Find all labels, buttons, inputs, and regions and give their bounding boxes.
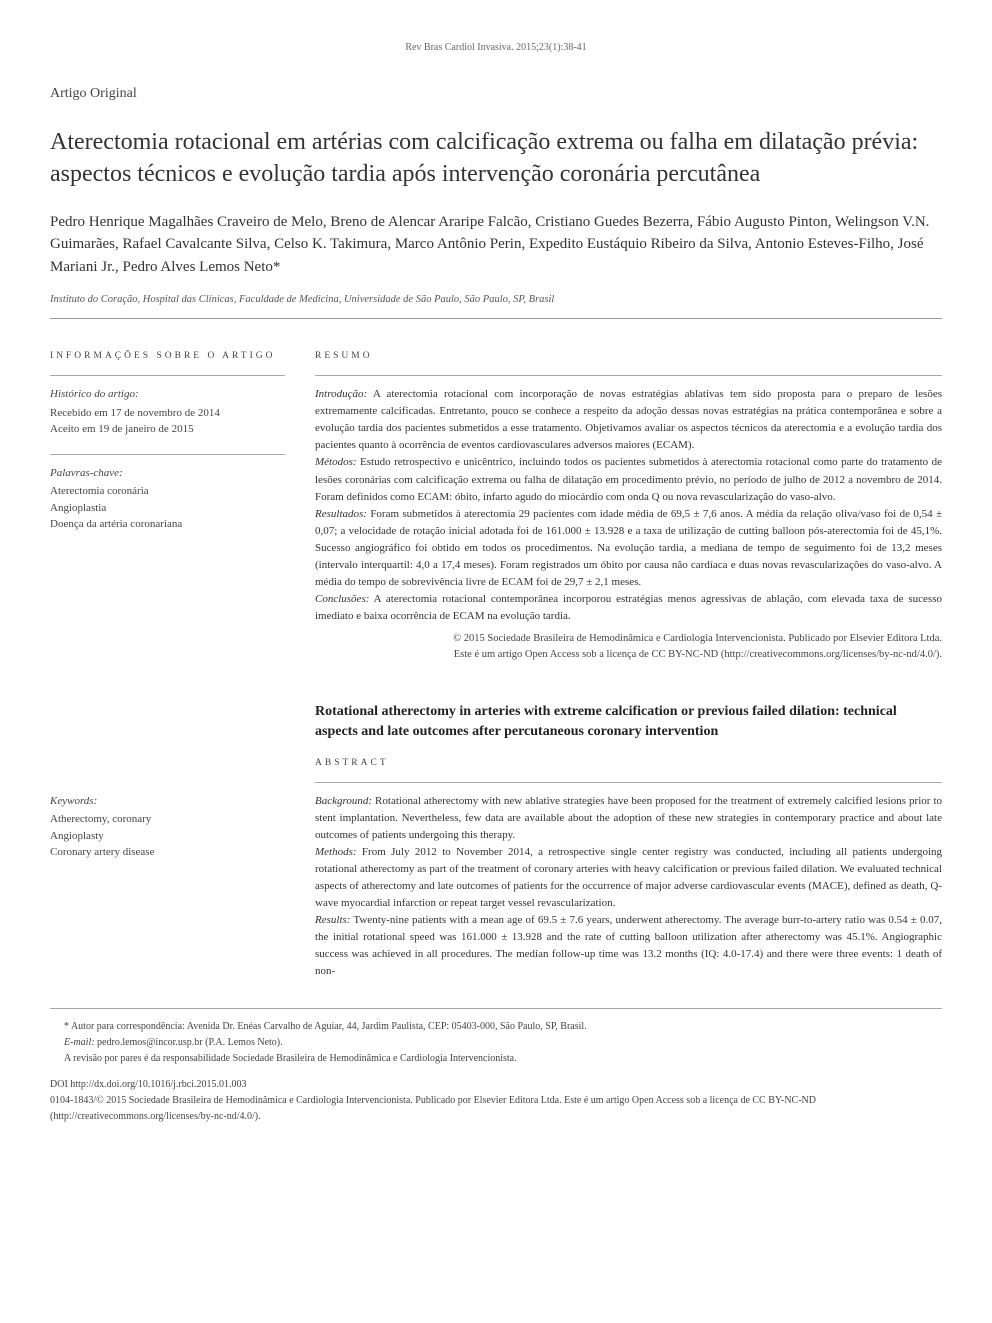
results-label: Resultados: bbox=[315, 508, 367, 520]
bg-text: Rotational atherectomy with new ablative… bbox=[315, 795, 942, 841]
article-history: Histórico do artigo: Recebido em 17 de n… bbox=[50, 386, 285, 438]
keywords-en-label: Keywords: bbox=[50, 793, 285, 810]
abstract-columns: INFORMAÇÕES SOBRE O ARTIGO Histórico do … bbox=[50, 349, 942, 793]
keywords-pt: Palavras-chave: Aterectomia coronária An… bbox=[50, 465, 285, 533]
peer-review-note: A revisão por pares é da responsabilidad… bbox=[50, 1051, 942, 1067]
keyword: Atherectomy, coronary bbox=[50, 811, 285, 828]
journal-reference: Rev Bras Cardiol Invasiva. 2015;23(1):38… bbox=[50, 40, 942, 55]
divider bbox=[315, 782, 942, 783]
accepted-date: Aceito em 19 de janeiro de 2015 bbox=[50, 421, 285, 438]
issn-copyright: 0104-1843/© 2015 Sociedade Brasileira de… bbox=[50, 1093, 942, 1125]
email-value: pedro.lemos@incor.usp.br (P.A. Lemos Net… bbox=[97, 1037, 283, 1048]
intro-text: A aterectomia rotacional com incorporaçã… bbox=[315, 388, 942, 451]
history-label: Histórico do artigo: bbox=[50, 386, 285, 403]
methods-text: Estudo retrospectivo e unicêntrico, incl… bbox=[315, 456, 942, 502]
results-en-label: Results: bbox=[315, 914, 350, 926]
keywords-pt-label: Palavras-chave: bbox=[50, 465, 285, 482]
right-column: RESUMO Introdução: A aterectomia rotacio… bbox=[315, 349, 942, 793]
received-date: Recebido em 17 de novembro de 2014 bbox=[50, 405, 285, 422]
results-en-text: Twenty-nine patients with a mean age of … bbox=[315, 914, 942, 977]
methods-en-label: Methods: bbox=[315, 846, 357, 858]
right-column-en: Background: Rotational atherectomy with … bbox=[315, 793, 942, 981]
divider bbox=[50, 375, 285, 376]
results-text: Foram submetidos à aterectomia 29 pacien… bbox=[315, 508, 942, 588]
copyright-line-1: © 2015 Sociedade Brasileira de Hemodinâm… bbox=[453, 633, 942, 644]
email-line: E-mail: pedro.lemos@incor.usp.br (P.A. L… bbox=[50, 1035, 942, 1051]
article-title: Aterectomia rotacional em artérias com c… bbox=[50, 126, 942, 191]
keyword: Aterectomia coronária bbox=[50, 483, 285, 500]
resumo-heading: RESUMO bbox=[315, 349, 942, 363]
abstract-heading: ABSTRACT bbox=[315, 756, 942, 770]
doi: DOI http://dx.doi.org/10.1016/j.rbci.201… bbox=[50, 1077, 942, 1093]
divider bbox=[50, 454, 285, 455]
keyword: Doença da artéria coronariana bbox=[50, 516, 285, 533]
resumo-body: Introdução: A aterectomia rotacional com… bbox=[315, 386, 942, 625]
divider bbox=[50, 318, 942, 319]
concl-label: Conclusões: bbox=[315, 593, 369, 605]
intro-label: Introdução: bbox=[315, 388, 367, 400]
keyword: Angioplastia bbox=[50, 500, 285, 517]
authors-list: Pedro Henrique Magalhães Craveiro de Mel… bbox=[50, 211, 942, 279]
footer-divider bbox=[50, 1008, 942, 1009]
affiliation: Instituto do Coração, Hospital das Clíni… bbox=[50, 292, 942, 308]
footer: * Autor para correspondência: Avenida Dr… bbox=[50, 1019, 942, 1125]
correspondence: * Autor para correspondência: Avenida Dr… bbox=[50, 1019, 942, 1035]
keywords-en: Keywords: Atherectomy, coronary Angiopla… bbox=[50, 793, 285, 861]
article-type: Artigo Original bbox=[50, 83, 942, 104]
abstract-body: Background: Rotational atherectomy with … bbox=[315, 793, 942, 981]
methods-label: Métodos: bbox=[315, 456, 357, 468]
info-heading: INFORMAÇÕES SOBRE O ARTIGO bbox=[50, 349, 285, 363]
concl-text: A aterectomia rotacional contemporânea i… bbox=[315, 593, 942, 622]
abstract-en-columns: Keywords: Atherectomy, coronary Angiopla… bbox=[50, 793, 942, 981]
bg-label: Background: bbox=[315, 795, 372, 807]
left-column-en: Keywords: Atherectomy, coronary Angiopla… bbox=[50, 793, 285, 981]
divider bbox=[315, 375, 942, 376]
left-column: INFORMAÇÕES SOBRE O ARTIGO Histórico do … bbox=[50, 349, 285, 793]
copyright-line-2: Este é um artigo Open Access sob a licen… bbox=[454, 649, 942, 660]
methods-en-text: From July 2012 to November 2014, a retro… bbox=[315, 846, 942, 909]
email-label: E-mail: bbox=[64, 1037, 95, 1048]
copyright-pt: © 2015 Sociedade Brasileira de Hemodinâm… bbox=[315, 631, 942, 663]
keyword: Angioplasty bbox=[50, 828, 285, 845]
english-title: Rotational atherectomy in arteries with … bbox=[315, 702, 942, 741]
keyword: Coronary artery disease bbox=[50, 844, 285, 861]
